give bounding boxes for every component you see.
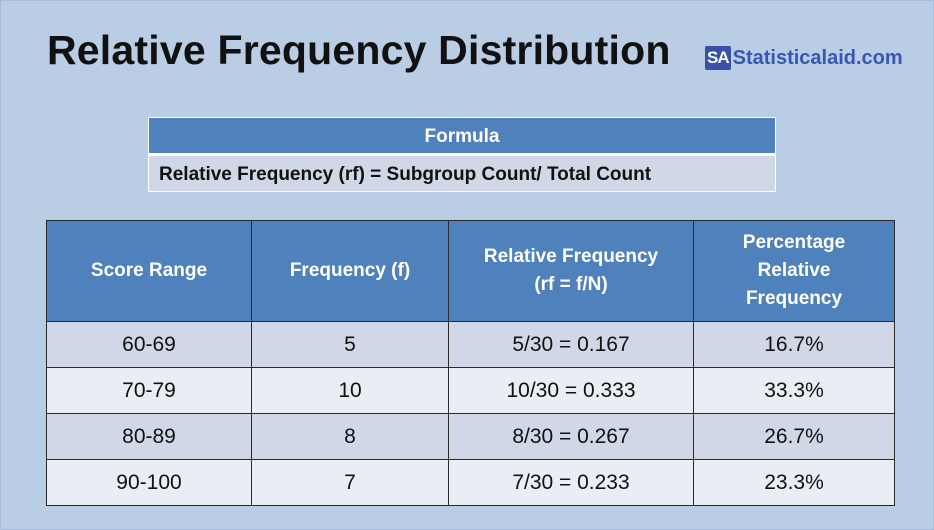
cell-relative-frequency: 10/30 = 0.333 [448,367,694,414]
page-title: Relative Frequency Distribution [47,27,671,73]
formula-box: Formula Relative Frequency (rf) = Subgro… [148,117,776,192]
cell-percentage: 23.3% [693,459,895,506]
cell-percentage: 16.7% [693,321,895,368]
header-score-range: Score Range [46,220,252,322]
cell-relative-frequency: 8/30 = 0.267 [448,413,694,460]
table-row: 80-89 8 8/30 = 0.267 26.7% [46,413,895,460]
header-frequency: Frequency (f) [251,220,449,322]
frequency-table: Score Range Frequency (f) Relative Frequ… [46,220,895,506]
cell-percentage: 33.3% [693,367,895,414]
cell-relative-frequency: 5/30 = 0.167 [448,321,694,368]
table-header-row: Score Range Frequency (f) Relative Frequ… [46,220,895,322]
header-percentage-relative-frequency: Percentage Relative Frequency [693,220,895,322]
cell-score-range: 90-100 [46,459,252,506]
table-row: 60-69 5 5/30 = 0.167 16.7% [46,321,895,368]
cell-relative-frequency: 7/30 = 0.233 [448,459,694,506]
cell-frequency: 7 [251,459,449,506]
formula-text: Relative Frequency (rf) = Subgroup Count… [148,154,776,192]
cell-frequency: 8 [251,413,449,460]
brand-name: Statisticalaid.com [732,46,903,69]
cell-percentage: 26.7% [693,413,895,460]
header-relative-frequency-label: Relative Frequency (rf = f/N) [483,246,659,295]
brand-logo: SA Statisticalaid.com [705,46,903,70]
formula-header: Formula [148,117,776,154]
cell-score-range: 60-69 [46,321,252,368]
table-row: 70-79 10 10/30 = 0.333 33.3% [46,367,895,414]
cell-score-range: 80-89 [46,413,252,460]
cell-score-range: 70-79 [46,367,252,414]
cell-frequency: 10 [251,367,449,414]
brand-badge: SA [705,46,731,70]
header-relative-frequency: Relative Frequency (rf = f/N) [448,220,694,322]
table-row: 90-100 7 7/30 = 0.233 23.3% [46,459,895,506]
cell-frequency: 5 [251,321,449,368]
header-percentage-label: Percentage Relative Frequency [742,232,846,309]
